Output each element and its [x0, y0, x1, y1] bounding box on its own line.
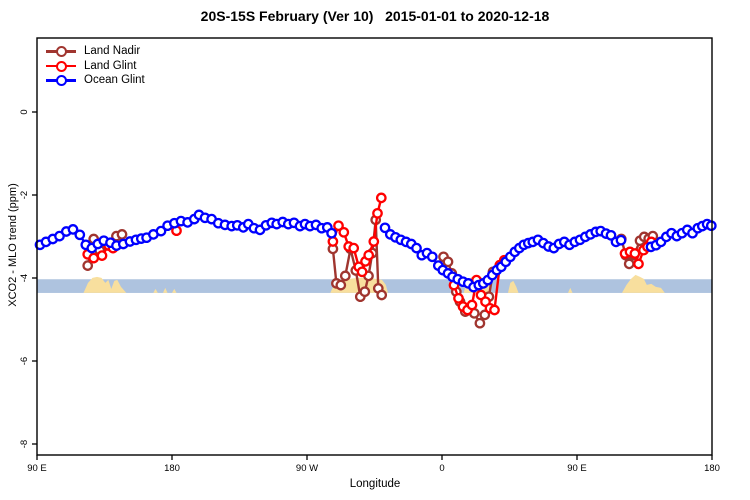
data-point — [339, 270, 351, 282]
land-glint-marker-icon — [46, 60, 76, 72]
data-point — [368, 236, 380, 247]
data-point — [335, 279, 347, 291]
data-point — [453, 292, 464, 304]
data-point — [363, 249, 375, 261]
land-bump — [83, 276, 127, 293]
land-bump — [508, 280, 519, 293]
data-point — [466, 299, 478, 311]
data-point — [623, 258, 635, 270]
land-bump — [622, 274, 665, 293]
x-tick-label: 0 — [439, 463, 444, 474]
land-bump — [568, 287, 573, 293]
y-axis-label: XCO2 - MLO trend (ppm) — [7, 183, 19, 307]
legend-item-land-glint: Land Glint — [46, 59, 145, 74]
x-axis-label: Longitude — [349, 478, 401, 490]
data-point — [348, 242, 360, 254]
data-point — [96, 250, 108, 261]
data-point — [116, 229, 128, 240]
data-point — [411, 242, 422, 254]
data-point — [375, 192, 387, 204]
data-point — [379, 222, 391, 234]
data-point — [442, 256, 454, 268]
legend-label: Land Glint — [84, 59, 137, 72]
data-point — [333, 220, 344, 232]
chart-title: 20S-15S February (Ver 10) 2015-01-01 to … — [200, 8, 550, 24]
land-bump — [163, 287, 168, 293]
legend-label: Land Nadir — [84, 45, 141, 58]
legend: Land Nadir Land Glint Ocean Glint — [46, 44, 145, 88]
data-point — [82, 260, 94, 271]
legend-label: Ocean Glint — [84, 74, 145, 87]
data-point — [338, 226, 350, 238]
x-tick-label: 90 W — [296, 463, 318, 474]
data-point — [615, 234, 627, 246]
data-point — [359, 286, 371, 298]
y-tick-label: -4 — [19, 274, 30, 282]
y-tick-label: -6 — [19, 357, 30, 365]
y-tick-label: -8 — [19, 440, 30, 448]
x-axis-ticks: 90 E 180 90 W 0 90 E 180 — [27, 455, 720, 474]
land-nadir-series — [82, 214, 659, 329]
land-nadir-marker-icon — [46, 46, 76, 58]
data-point — [326, 227, 337, 239]
data-point — [356, 266, 368, 278]
legend-item-ocean-glint: Ocean Glint — [46, 73, 145, 88]
data-point — [489, 304, 500, 316]
legend-item-land-nadir: Land Nadir — [46, 44, 145, 59]
data-point — [74, 229, 86, 241]
data-point — [67, 224, 79, 235]
land-bump — [172, 288, 177, 293]
x-tick-label: 90 E — [27, 463, 47, 474]
x-tick-label: 180 — [704, 463, 720, 474]
land-glint-series — [82, 192, 657, 316]
data-point — [88, 252, 100, 264]
plot-border — [36, 37, 713, 456]
data-point — [474, 317, 486, 329]
data-point — [372, 207, 383, 219]
data-point — [376, 289, 388, 301]
data-point — [155, 225, 167, 237]
y-axis-ticks: 0 -2 -4 -6 -8 — [19, 109, 37, 448]
ocean-glint-series — [34, 209, 717, 293]
land-bump — [153, 288, 158, 293]
data-point — [633, 258, 644, 270]
x-tick-label: 90 E — [567, 463, 587, 474]
data-point — [629, 248, 641, 259]
x-tick-label: 180 — [164, 463, 180, 474]
y-tick-label: 0 — [19, 109, 30, 114]
data-point — [605, 229, 617, 241]
y-tick-label: -2 — [19, 191, 30, 199]
data-point — [327, 236, 339, 247]
data-point — [479, 309, 491, 321]
ocean-glint-marker-icon — [46, 75, 76, 87]
data-point — [426, 251, 438, 263]
